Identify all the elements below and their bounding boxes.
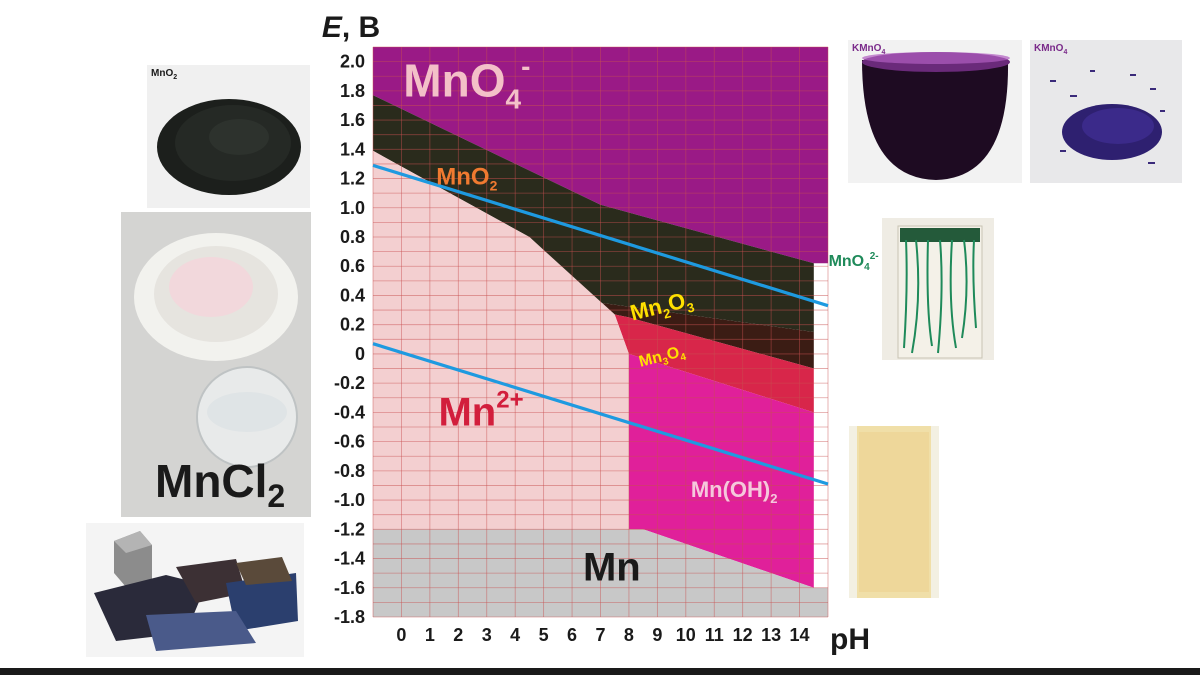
y-tick-label: 1.4: [340, 139, 365, 159]
species-label-MnO4_2minus: MnO42-: [829, 251, 879, 273]
y-tick-label: 0: [355, 344, 365, 364]
x-tick-label: 10: [676, 625, 696, 645]
mn-metal-photo: [86, 523, 304, 657]
y-tick-label: 1.0: [340, 198, 365, 218]
x-tick-label: 3: [482, 625, 492, 645]
x-tick-label: 12: [733, 625, 753, 645]
manganate-image: [897, 225, 983, 359]
kmno4-crystals-caption: KMnO4: [1034, 43, 1068, 56]
kmno4-crystals-image: [1050, 70, 1165, 164]
y-tick-label: -0.4: [334, 402, 365, 422]
species-label-Mn3O4: Mn3O4: [637, 343, 688, 374]
kmno4-flask-image: [862, 52, 1010, 180]
x-tick-label: 4: [510, 625, 520, 645]
y-axis-label: E, В: [322, 11, 380, 44]
region-MnO2: [373, 95, 814, 332]
x-tick-label: 11: [705, 625, 724, 645]
y-tick-label: -1.6: [334, 578, 365, 598]
species-label-MnOH2: Mn(OH)2: [691, 477, 778, 506]
mno2-powder-image: [157, 99, 301, 195]
mn-metal-image: [94, 531, 298, 651]
kmno4-flask-photo: KMnO4: [848, 40, 1022, 183]
species-label-MnO2: MnO2: [436, 163, 497, 193]
x-tick-label: 1: [425, 625, 435, 645]
species-label-MnO4: MnO4-: [403, 51, 530, 115]
mncl2-caption: MnCl2: [155, 455, 286, 515]
y-tick-label: 0.6: [340, 256, 365, 276]
x-tick-label: 14: [790, 625, 810, 645]
kmno4-flask-caption: KMnO4: [852, 43, 886, 56]
y-tick-label: -1.2: [334, 519, 365, 539]
mnoh2-photo: [849, 426, 939, 598]
water-line-upper: [372, 163, 829, 308]
mno2-powder-photo: MnO2: [147, 65, 310, 208]
y-tick-label: 0.4: [340, 285, 365, 305]
y-tick-label: -0.8: [334, 461, 365, 481]
x-tick-label: 7: [595, 625, 605, 645]
x-tick-label: 6: [567, 625, 577, 645]
mncl2-dish-image: [134, 233, 298, 468]
y-tick-label: 1.2: [340, 169, 365, 189]
kmno4-crystals-photo: KMnO4: [1030, 40, 1182, 183]
y-tick-label: 0.2: [340, 315, 365, 335]
mnoh2-image: [857, 426, 931, 598]
water-line-lower: [372, 342, 829, 486]
manganate-photo: [882, 218, 994, 360]
x-tick-label: 2: [453, 625, 463, 645]
x-tick-label: 8: [624, 625, 634, 645]
x-tick-label: 9: [652, 625, 662, 645]
y-tick-label: -1.8: [334, 607, 365, 627]
x-tick-label: 0: [396, 625, 406, 645]
y-tick-label: 1.8: [340, 81, 365, 101]
y-tick-label: -0.2: [334, 373, 365, 393]
species-label-Mn: Mn: [583, 545, 641, 589]
mncl2-photo: MnCl2: [121, 212, 311, 517]
species-label-Mn2plus: Mn2+: [438, 387, 523, 435]
mno2-photo-caption: MnO2: [151, 68, 178, 81]
x-tick-label: 5: [539, 625, 549, 645]
region-Mn2: [373, 150, 629, 530]
y-tick-label: -1.0: [334, 490, 365, 510]
y-tick-label: -1.4: [334, 549, 365, 569]
y-tick-label: 0.8: [340, 227, 365, 247]
y-tick-label: -0.6: [334, 432, 365, 452]
x-tick-label: 13: [761, 625, 781, 645]
x-axis-label: pH: [830, 623, 870, 656]
y-tick-label: 1.6: [340, 110, 365, 130]
y-tick-label: 2.0: [340, 52, 365, 72]
bottom-rule: [0, 668, 1200, 675]
